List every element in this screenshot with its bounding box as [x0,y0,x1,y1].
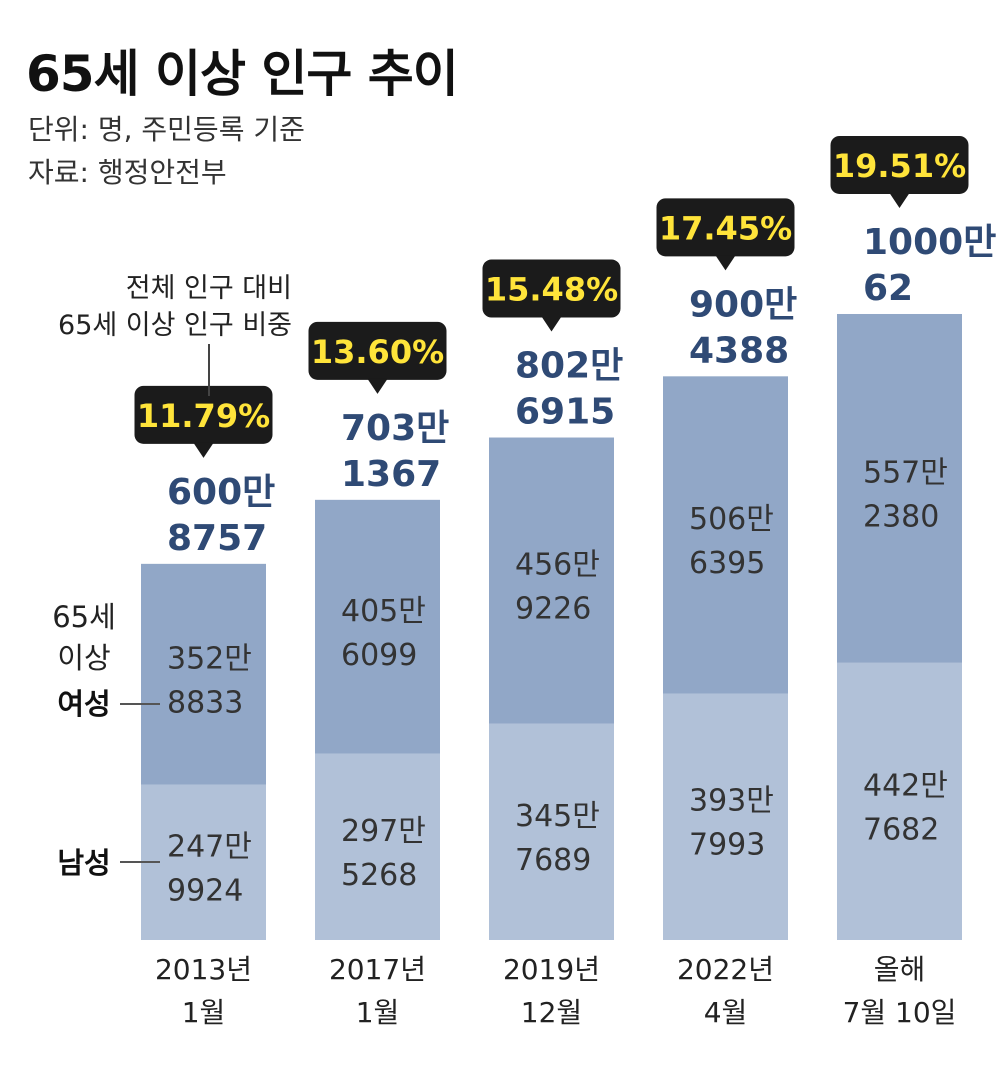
legend-group-line1: 65세 [52,600,116,634]
source-note: 자료: 행정안전부 [28,156,227,189]
female-label-rest-0: 8833 [167,685,243,720]
total-label-rest-0: 8757 [167,518,267,559]
male-label-rest-4: 7682 [863,812,939,847]
legend-male-label: 남성 [57,846,110,880]
female-label-man-1: 405만 [341,594,426,629]
x-tick-line2-2: 12월 [521,996,582,1029]
x-tick-line1-3: 2022년 [677,953,774,986]
share-badge-2: 15.48% [482,259,621,332]
share-percent-3: 17.45% [659,209,792,247]
total-label-rest-3: 4388 [689,330,789,371]
share-badge-bg-2 [482,259,621,318]
share-percent-4: 19.51% [833,147,966,185]
x-tick-line2-3: 4월 [704,996,748,1029]
x-tick-line2-4: 7월 10일 [843,996,957,1029]
total-label-rest-2: 6915 [515,392,615,433]
bar-male-1 [315,753,440,940]
bar-female-1 [315,499,440,754]
bar-male-0 [141,784,266,940]
share-badge-pointer-0 [193,442,214,458]
x-tick-line1-0: 2013년 [155,953,252,986]
female-label-man-4: 557만 [863,455,948,490]
x-tick-line1-4: 올해 [874,953,926,986]
female-label-rest-1: 6099 [341,638,417,673]
chart-title: 65세 이상 인구 추이 [26,45,459,103]
male-label-man-4: 442만 [863,768,948,803]
male-label-rest-0: 9924 [167,873,243,908]
share-percent-2: 15.48% [485,271,618,309]
bar-female-3 [663,376,788,694]
male-label-man-3: 393만 [689,784,774,819]
share-badge-bg-4 [830,135,969,194]
labels-layer: 247만 9924 352만 8833 600만 8757 11.79% 2013년 1월 297… [134,135,996,1029]
total-label-man-4: 1000만 [863,222,996,263]
female-label-rest-2: 9226 [515,592,591,627]
x-tick-line2-1: 1월 [356,996,400,1029]
unit-note: 단위: 명, 주민등록 기준 [28,113,305,146]
share-badge-bg-0 [134,385,273,444]
bar-female-0 [141,563,266,785]
share-badge-pointer-3 [715,255,736,271]
total-label-man-1: 703만 [341,408,449,449]
bar-male-4 [837,662,962,940]
total-label-man-0: 600만 [167,472,275,513]
x-tick-line1-2: 2019년 [503,953,600,986]
bar-male-3 [663,693,788,940]
male-label-rest-1: 5268 [341,858,417,893]
legend-group-line2: 이상 [57,641,110,675]
total-label-man-2: 802만 [515,346,623,387]
female-label-man-2: 456만 [515,548,600,583]
female-label-man-0: 352만 [167,641,252,676]
male-label-rest-3: 7993 [689,828,765,863]
bar-female-4 [837,313,962,663]
x-tick-line2-0: 1월 [182,996,226,1029]
share-badge-0: 11.79% [134,385,273,458]
share-percent-1: 13.60% [311,333,444,371]
share-badge-pointer-4 [889,192,910,208]
total-label-rest-4: 62 [863,268,913,309]
share-badge-1: 13.60% [308,321,447,394]
female-label-rest-4: 2380 [863,499,939,534]
male-label-man-1: 297만 [341,814,426,849]
share-badge-3: 17.45% [656,198,795,271]
total-label-rest-1: 1367 [341,454,441,495]
share-badge-4: 19.51% [830,135,969,208]
total-label-man-3: 900만 [689,284,797,325]
share-badge-bg-3 [656,198,795,257]
female-label-man-3: 506만 [689,502,774,537]
share-badge-bg-1 [308,321,447,380]
male-label-man-0: 247만 [167,829,252,864]
male-label-man-2: 345만 [515,799,600,834]
annotation-line1: 전체 인구 대비 [126,273,292,304]
x-tick-line1-1: 2017년 [329,953,426,986]
bar-female-2 [489,437,614,724]
male-label-rest-2: 7689 [515,843,591,878]
legend-female-label: 여성 [57,687,110,721]
bar-male-2 [489,723,614,940]
share-badge-pointer-2 [541,316,562,332]
bars-layer [141,313,962,940]
annotation-line2: 65세 이상 인구 비중 [58,310,292,341]
female-label-rest-3: 6395 [689,546,765,581]
share-badge-pointer-1 [367,378,388,394]
share-percent-0: 11.79% [137,397,270,435]
